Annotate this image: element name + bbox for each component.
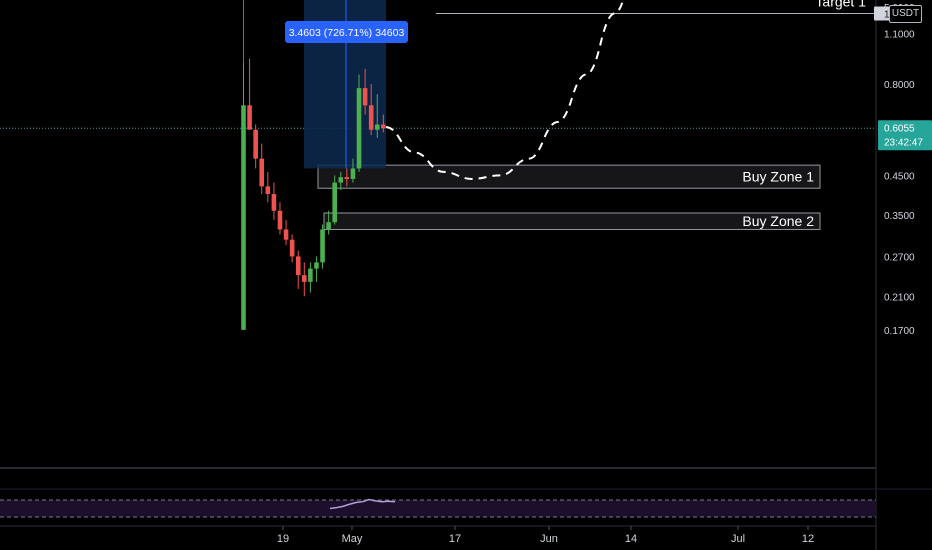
indicator-band — [0, 500, 876, 517]
candle-body — [241, 105, 246, 330]
measurement-label-box — [285, 21, 408, 43]
candle-body — [277, 210, 283, 230]
price-axis-tick-label: 0.1700 — [884, 326, 915, 337]
candle-body — [259, 158, 265, 187]
candle-body — [247, 105, 252, 130]
labels-layer: 0.6055 23:42:47 — [878, 120, 932, 151]
price-axis-tick-label: 0.3500 — [884, 211, 915, 222]
candle-body — [344, 177, 350, 179]
time-axis-tick-label: May — [342, 533, 363, 545]
candle-body — [362, 88, 368, 106]
candle-body — [350, 168, 356, 179]
candle-body — [320, 229, 325, 263]
price-axis-tick-label: 0.8000 — [884, 80, 915, 91]
projection-layer — [385, 0, 625, 180]
current-price-label: 0.6055 — [884, 123, 915, 134]
candle-body — [283, 229, 289, 240]
candle-body — [368, 105, 374, 130]
candle-body — [374, 124, 380, 130]
price-axis-tick-label: 0.2700 — [884, 252, 915, 263]
candle-body — [332, 182, 337, 223]
time-axis-tick-label: 14 — [625, 533, 637, 545]
currency-unit-badge[interactable]: USDT — [889, 5, 922, 23]
buy-zone-2 — [323, 212, 821, 230]
time-axis-tick-label: Jul — [731, 533, 745, 545]
indicator-layer — [0, 498, 876, 518]
time-axis-tick-label: 19 — [277, 533, 289, 545]
candle-body — [265, 186, 271, 195]
price-axis-tick-label: 0.4500 — [884, 171, 915, 182]
projection-curve — [385, 0, 625, 180]
buy-zone-2-label: Buy Zone 2 — [742, 213, 814, 229]
candle-body — [302, 275, 307, 282]
measurement-layer: 3.4603 (726.71%) 34603 — [285, 0, 408, 169]
candle-body — [253, 129, 258, 159]
candle-body — [356, 88, 362, 169]
price-axis-tick-label: 0.2100 — [884, 292, 915, 303]
time-axis-tick-label: 17 — [449, 533, 461, 545]
candle-body — [295, 256, 301, 276]
candle-body — [271, 194, 277, 211]
price-axis-tick-label: 1.1000 — [884, 30, 915, 41]
candle-body — [326, 222, 331, 230]
indicator-line — [329, 498, 396, 510]
candle-body — [308, 268, 313, 282]
measurement-label: 3.4603 (726.71%) 34603 — [289, 27, 405, 39]
current-price-tag — [878, 120, 932, 151]
price-axis-tick-label: 1.4000 — [884, 0, 915, 2]
candle-body — [381, 124, 386, 129]
candles-layer — [241, 0, 386, 330]
candle-body — [314, 262, 319, 269]
time-axis-tick-label: 12 — [802, 533, 814, 545]
bar-countdown-label: 23:42:47 — [884, 137, 923, 148]
target-level-label: Target 1 — [815, 0, 866, 10]
candle-body — [338, 177, 344, 183]
buy-zone-1-label: Buy Zone 1 — [742, 169, 814, 185]
time-axis-tick-label: Jun — [540, 533, 558, 545]
candle-body — [289, 239, 295, 257]
